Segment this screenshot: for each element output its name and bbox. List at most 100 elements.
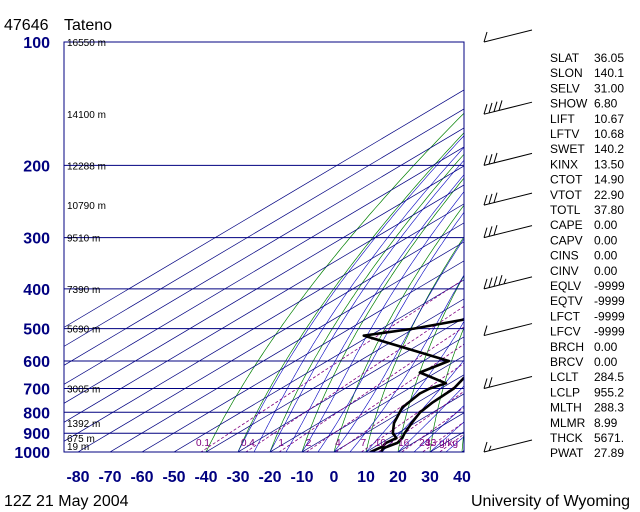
wind-barb xyxy=(483,274,533,290)
isotherm xyxy=(64,108,464,347)
temperature-point xyxy=(410,421,413,425)
wind-barb-flag xyxy=(483,104,488,115)
isotherm xyxy=(64,184,464,423)
dewpoint-point xyxy=(391,432,394,435)
wind-barb-flag xyxy=(498,100,503,111)
moist-adiabat xyxy=(381,359,464,452)
height-label: 16550 m xyxy=(67,38,106,49)
index-name: CINS xyxy=(550,249,579,263)
wind-barb-half-flag xyxy=(503,278,507,285)
temperature-tick-label: -30 xyxy=(226,469,249,486)
wind-barb-staff xyxy=(483,225,533,239)
index-name: SHOW xyxy=(550,97,588,111)
wind-barb-flag xyxy=(483,31,488,43)
index-name: MLMR xyxy=(550,416,586,430)
pressure-tick-label: 900 xyxy=(23,426,50,443)
height-label: 9510 m xyxy=(67,234,100,245)
mixing-ratio-label: 7 xyxy=(361,438,367,449)
wind-barb xyxy=(483,224,533,239)
wind-barb-flag xyxy=(493,224,498,236)
index-name: BRCV xyxy=(550,355,583,369)
height-label: 7390 m xyxy=(67,285,100,296)
wind-barb-flag xyxy=(488,154,493,165)
mixing-ratio-label: 0.4 xyxy=(241,438,255,449)
temperature-point xyxy=(418,411,422,414)
index-name: LIFT xyxy=(550,112,575,126)
wind-barb-flag xyxy=(483,378,488,389)
plot-frame xyxy=(63,41,465,453)
mixing-ratio-line xyxy=(360,379,464,452)
dewpoint-point xyxy=(582,204,584,206)
wind-barb-flag xyxy=(488,226,493,237)
isotherm xyxy=(77,222,464,452)
wind-barb xyxy=(483,29,533,43)
dewpoint-point xyxy=(418,371,422,374)
temperature-tick-label: 10 xyxy=(357,469,375,486)
temperature-tick-label: -10 xyxy=(290,469,313,486)
dewpoint-point xyxy=(384,441,388,445)
mixing-ratio-label: 10 xyxy=(375,438,387,449)
index-name: SELV xyxy=(550,81,580,95)
index-value: 13.50 xyxy=(594,157,624,171)
dewpoint-point xyxy=(444,382,448,385)
dry-adiabat xyxy=(237,132,464,452)
index-name: CTOT xyxy=(550,173,583,187)
dewpoint-point xyxy=(400,406,404,409)
index-value: 6.80 xyxy=(594,97,618,111)
index-name: LCLP xyxy=(550,385,580,399)
index-value: 8.99 xyxy=(594,416,618,430)
wind-barb-flag xyxy=(493,276,498,287)
temperature-point xyxy=(452,387,455,390)
temperature-point xyxy=(396,441,399,445)
pressure-tick-label: 200 xyxy=(23,158,50,175)
mixing-ratio-label: 2 xyxy=(306,438,312,449)
temperature-trace xyxy=(380,376,464,452)
moist-adiabat xyxy=(253,146,464,452)
isotherm xyxy=(64,89,464,328)
wind-barb-flag xyxy=(488,193,493,205)
mixing-ratio-label: 4 xyxy=(335,438,341,449)
wind-barb-flag xyxy=(483,155,488,166)
mixing-ratio-label: 24 xyxy=(419,438,431,449)
wind-barb xyxy=(483,376,533,389)
index-value: 31.00 xyxy=(594,81,624,95)
index-value: 0.00 xyxy=(594,249,618,263)
temperature-tick-label: 20 xyxy=(389,469,407,486)
index-name: KINX xyxy=(550,157,578,171)
temperature-tick-label: -50 xyxy=(162,469,185,486)
moist-adiabat xyxy=(397,385,464,452)
index-name: VTOT xyxy=(550,188,582,202)
isotherm xyxy=(64,165,464,404)
wind-barb xyxy=(483,100,533,115)
pressure-tick-label: 100 xyxy=(23,35,50,52)
index-name: TOTL xyxy=(550,203,581,217)
dewpoint-point xyxy=(428,387,431,390)
dry-adiabat xyxy=(333,204,464,452)
mixing-ratio-label: 16 xyxy=(398,438,410,449)
isotherm xyxy=(64,146,464,385)
index-name: MLTH xyxy=(550,401,582,415)
mixing-ratio-label: 33 g/kg xyxy=(425,438,458,449)
moist-adiabat xyxy=(317,211,464,452)
isotherm xyxy=(141,260,464,452)
mixing-ratio-line xyxy=(245,305,464,452)
isotherm xyxy=(64,127,464,366)
wind-barb-flag xyxy=(493,152,498,164)
temperature-tick-label: 30 xyxy=(421,469,439,486)
wind-barb-staff xyxy=(483,192,533,206)
index-name: EQTV xyxy=(550,294,583,308)
index-name: EQLV xyxy=(550,279,581,293)
pressure-tick-label: 400 xyxy=(23,282,50,299)
height-label: 19 m xyxy=(67,442,89,453)
temperature-point xyxy=(546,296,548,298)
station-name: Tateno xyxy=(64,17,112,34)
isotherm xyxy=(237,317,464,452)
dewpoint-point xyxy=(362,334,365,337)
index-name: PWAT xyxy=(550,446,584,460)
index-value: 22.90 xyxy=(594,188,624,202)
wind-barb xyxy=(483,323,533,337)
dewpoint-point xyxy=(418,392,421,395)
sounding-traces xyxy=(362,204,584,452)
